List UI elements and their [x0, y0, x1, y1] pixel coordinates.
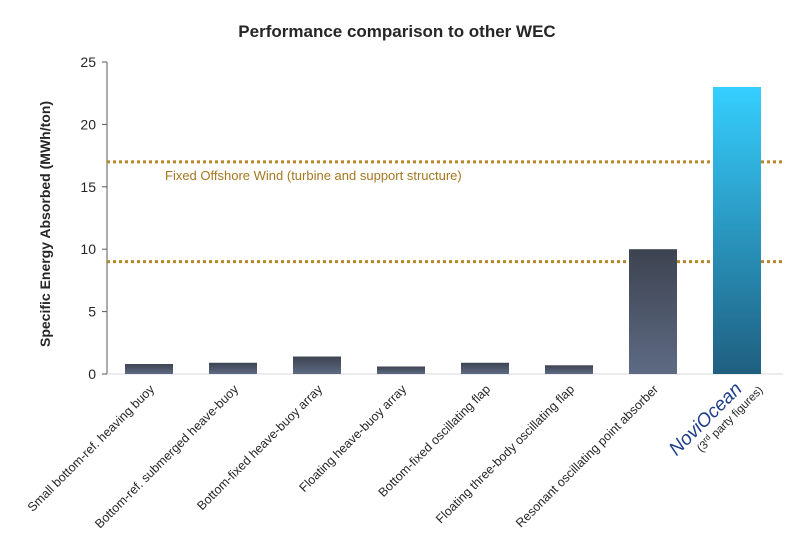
bar-highlight	[713, 86, 761, 375]
reference-line-label: Fixed Offshore Wind (turbine and support…	[165, 168, 462, 183]
y-tick-label: 15	[80, 179, 96, 195]
x-tick-label-highlight: NoviOcean(3rd party figures)	[665, 379, 766, 460]
y-tick-label: 10	[80, 241, 96, 257]
plot-area: 0 5 10 15 20 25 Fixed Offshore Wind (turbine a…	[25, 54, 783, 531]
bar	[125, 364, 173, 374]
y-tick-label: 25	[80, 54, 96, 70]
y-tick-label: 20	[80, 116, 96, 132]
y-tick-label: 5	[88, 304, 96, 320]
bar	[209, 362, 257, 374]
y-tick-label: 0	[88, 366, 96, 382]
bar	[377, 366, 425, 374]
bar	[293, 356, 341, 374]
bar	[629, 249, 677, 374]
bar	[461, 362, 509, 374]
chart-title: Performance comparison to other WEC	[238, 22, 555, 41]
x-tick-label: Floating three-body oscillating flap	[433, 382, 577, 526]
x-tick-label: Bottom-ref. submerged heave-buoy	[92, 382, 241, 531]
bar	[545, 365, 593, 374]
x-tick-label: Resonant oscillating point absorber	[513, 382, 661, 530]
y-axis-label: Specific Energy Absorbed (MWh/ton)	[37, 101, 53, 347]
